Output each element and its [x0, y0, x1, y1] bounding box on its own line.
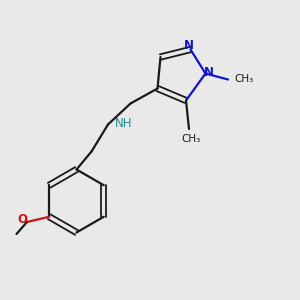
- Text: O: O: [17, 213, 27, 226]
- Text: CH₃: CH₃: [235, 74, 254, 85]
- Text: N: N: [184, 39, 194, 52]
- Text: NH: NH: [115, 116, 132, 130]
- Text: CH₃: CH₃: [181, 134, 200, 143]
- Text: N: N: [204, 66, 214, 80]
